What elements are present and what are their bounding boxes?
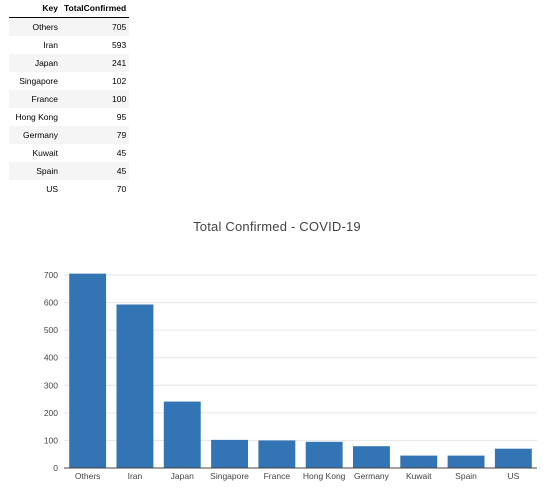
table-row: France 100 <box>9 90 130 108</box>
row-key: Japan <box>9 54 61 72</box>
row-key: Iran <box>43 40 58 50</box>
column-header-total-confirmed: TotalConfirmed <box>61 0 130 18</box>
y-tick-label: 700 <box>44 270 58 280</box>
row-key: US <box>46 184 58 194</box>
table-row: Singapore 102 <box>9 72 129 90</box>
row-value: 241 <box>61 54 130 72</box>
row-value: 95 <box>116 112 127 122</box>
bar[interactable] <box>69 273 107 468</box>
row-key: Spain <box>9 162 61 180</box>
table-row: Germany 79 <box>9 126 130 144</box>
x-tick-label: Hong Kong <box>303 471 346 481</box>
row-key: France <box>9 90 61 108</box>
row-value: 45 <box>116 148 127 158</box>
table-header-row: Key TotalConfirmed <box>9 0 130 18</box>
x-tick-label: France <box>264 471 291 481</box>
chart-title: Total Confirmed - COVID-19 <box>193 219 361 234</box>
table-row: Hong Kong 95 <box>9 108 129 126</box>
bar[interactable] <box>353 446 390 468</box>
bar[interactable] <box>116 304 154 468</box>
x-tick-label: Spain <box>455 471 477 481</box>
table-row: Spain 45 <box>9 162 130 180</box>
row-value: 45 <box>61 162 130 180</box>
y-tick-label: 600 <box>44 298 58 308</box>
row-value: 70 <box>116 184 127 194</box>
table-row: Kuwait 45 <box>9 144 129 162</box>
bar[interactable] <box>400 455 438 468</box>
row-value: 100 <box>61 90 130 108</box>
bar[interactable] <box>447 455 485 468</box>
row-value: 79 <box>61 126 130 144</box>
row-key: Others <box>9 17 61 36</box>
row-key: Hong Kong <box>15 112 58 122</box>
bar[interactable] <box>211 439 248 468</box>
data-table: Key TotalConfirmed Others 705 Iran 593 Jap… <box>9 0 130 198</box>
row-key: Germany <box>9 126 61 144</box>
bar[interactable] <box>163 401 201 468</box>
x-tick-label: Germany <box>354 471 390 481</box>
x-tick-label: Japan <box>171 471 194 481</box>
x-tick-label: US <box>507 471 519 481</box>
x-tick-label: Iran <box>128 471 143 481</box>
bar[interactable] <box>258 440 296 468</box>
table-row: Japan 241 <box>9 54 130 72</box>
y-tick-label: 300 <box>44 380 58 390</box>
row-value: 705 <box>61 17 130 36</box>
y-tick-label: 500 <box>44 325 58 335</box>
table-row: US 70 <box>9 180 129 198</box>
x-tick-label: Others <box>75 471 101 481</box>
y-tick-label: 400 <box>44 353 58 363</box>
table-row: Iran 593 <box>9 36 129 54</box>
row-key: Singapore <box>19 76 58 86</box>
column-header-key: Key <box>9 0 61 18</box>
row-value: 593 <box>112 40 127 50</box>
row-value: 102 <box>112 76 127 86</box>
y-tick-label: 200 <box>44 408 58 418</box>
y-tick-label: 100 <box>44 435 58 445</box>
y-tick-label: 0 <box>53 463 58 473</box>
bar[interactable] <box>494 448 532 468</box>
table-row: Others 705 <box>9 17 130 36</box>
bar[interactable] <box>305 441 343 468</box>
row-key: Kuwait <box>32 148 58 158</box>
x-tick-label: Singapore <box>210 471 249 481</box>
x-tick-label: Kuwait <box>406 471 432 481</box>
